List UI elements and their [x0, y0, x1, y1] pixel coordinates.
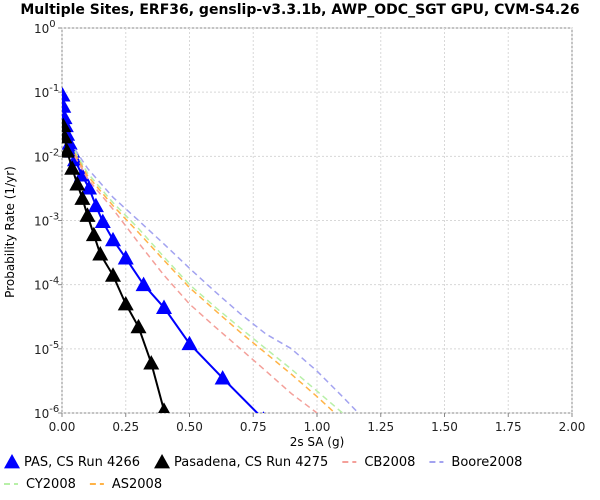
y-tick-label: 10-4 — [34, 276, 59, 293]
x-tick-label: 2.00 — [559, 420, 586, 434]
series-line — [74, 150, 343, 413]
data-point — [105, 231, 121, 247]
legend: PAS, CS Run 4266 Pasadena, CS Run 4275 CB2… — [4, 454, 522, 492]
legend-label: Pasadena, CS Run 4275 — [174, 455, 328, 470]
data-point — [262, 411, 265, 413]
legend-label: PAS, CS Run 4266 — [24, 455, 140, 470]
y-axis-label: Probability Rate (1/yr) — [3, 166, 17, 298]
data-point — [62, 87, 71, 102]
legend-item: Boore2008 — [429, 455, 522, 470]
data-point — [105, 267, 121, 282]
series-line — [74, 155, 318, 413]
data-point — [81, 180, 98, 195]
y-tick-label: 10-2 — [34, 147, 59, 164]
data-point — [69, 176, 86, 191]
x-tick-label: 1.00 — [304, 420, 331, 434]
data-point — [62, 129, 73, 144]
chart-title: Multiple Sites, ERF36, genslip-v3.3.1b, … — [20, 2, 579, 18]
series-group — [62, 87, 360, 413]
y-tick-label: 100 — [34, 19, 56, 36]
x-tick-label: 1.75 — [495, 420, 522, 434]
data-point — [156, 299, 172, 314]
x-tick-label: 1.50 — [431, 420, 458, 434]
axes: 10-6 10-5 10-4 10-3 10-2 10-1 100 0.00 0.25 0.50 0… — [34, 19, 585, 434]
legend-marker — [4, 454, 20, 469]
data-point — [130, 318, 147, 334]
legend-marker — [154, 454, 171, 469]
y-tick-label: 10-1 — [34, 83, 59, 100]
series-line — [74, 153, 336, 413]
data-point — [135, 276, 152, 292]
data-point — [85, 226, 102, 242]
data-point — [62, 98, 72, 113]
legend-label: CY2008 — [26, 477, 76, 492]
data-point — [87, 197, 104, 213]
data-point — [117, 250, 134, 265]
data-point — [92, 246, 109, 261]
data-point — [181, 335, 198, 351]
x-axis-label: 2s SA (g) — [290, 435, 345, 449]
legend-item: PAS, CS Run 4266 — [4, 454, 140, 470]
data-point — [158, 402, 170, 413]
data-point — [74, 190, 91, 205]
legend-item: CY2008 — [4, 477, 76, 492]
legend-item: AS2008 — [89, 477, 162, 492]
x-tick-label: 0.75 — [240, 420, 267, 434]
y-tick-label: 10-6 — [34, 404, 59, 421]
x-tick-label: 0.50 — [176, 420, 203, 434]
x-tick-label: 0.25 — [112, 420, 139, 434]
x-tick-label: 1.25 — [367, 420, 394, 434]
data-point — [94, 213, 111, 229]
legend-label: AS2008 — [112, 477, 162, 492]
data-point — [62, 143, 76, 158]
data-point — [214, 370, 231, 385]
legend-label: CB2008 — [364, 455, 415, 470]
data-point — [143, 355, 160, 370]
legend-item: CB2008 — [342, 455, 415, 470]
x-tick-label: 0.00 — [49, 420, 76, 434]
series-line — [74, 148, 360, 413]
y-tick-label: 10-5 — [34, 340, 59, 357]
data-point — [64, 160, 81, 175]
legend-item: Pasadena, CS Run 4275 — [154, 454, 328, 470]
data-point — [117, 295, 134, 311]
legend-label: Boore2008 — [451, 455, 522, 470]
data-point — [79, 207, 96, 222]
y-tick-label: 10-3 — [34, 212, 59, 229]
data-point — [62, 117, 72, 133]
